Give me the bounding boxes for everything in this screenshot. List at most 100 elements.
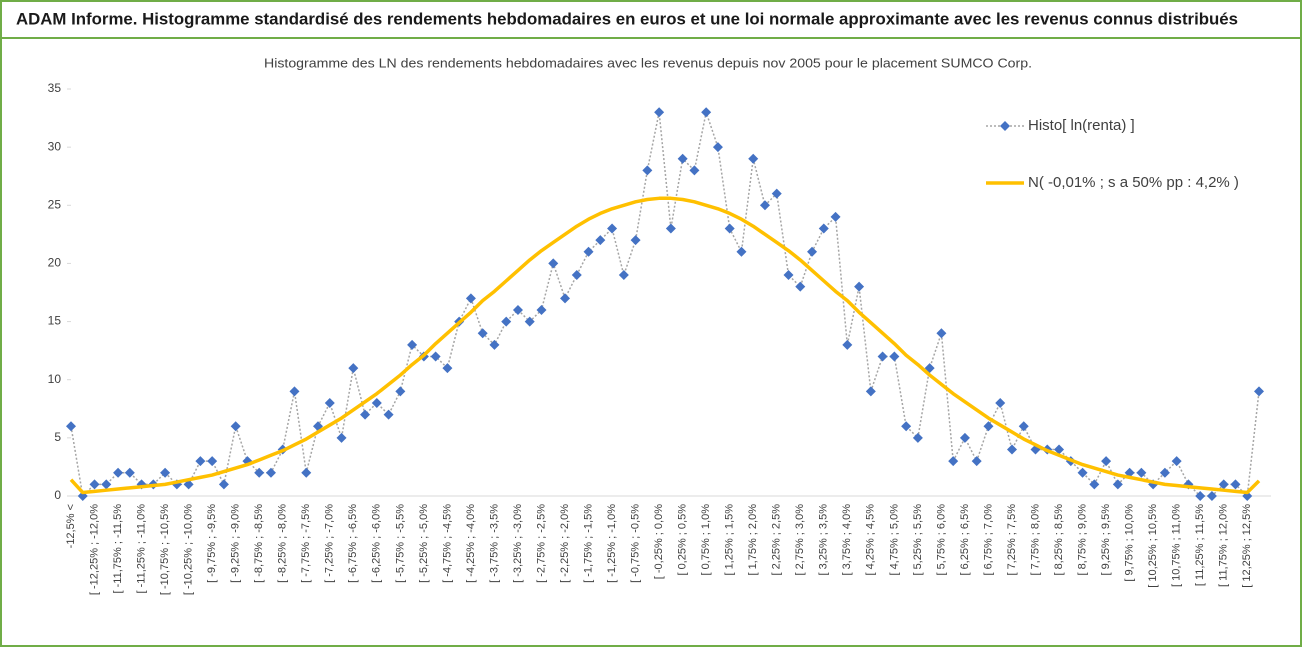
point [512, 304, 523, 315]
x-tick-label: [ 7,75% ; 8,0% [1029, 504, 1041, 576]
x-tick-label: [ -2,75% ; -2,5% [535, 504, 547, 583]
point [995, 397, 1006, 408]
point [407, 339, 418, 350]
x-tick-label: [ 10,75% ; 11,0% [1171, 504, 1183, 587]
point [654, 107, 665, 118]
point [971, 456, 982, 467]
x-tick-label: [ -1,25% ; -1,0% [606, 504, 618, 583]
x-tick-label: [ 6,75% ; 7,0% [982, 504, 994, 576]
x-tick-label: [ -2,25% ; -2,0% [559, 504, 571, 583]
point [160, 467, 171, 478]
legend-box [962, 95, 1292, 207]
point [877, 351, 888, 362]
point [701, 107, 712, 118]
legend-label: N( -0,01% ; s a 50% pp : 4,2% ) [1028, 174, 1239, 191]
point [948, 456, 959, 467]
point [348, 363, 359, 374]
point [783, 270, 794, 281]
point [830, 211, 841, 222]
point [254, 467, 265, 478]
point [583, 246, 594, 257]
point [371, 397, 382, 408]
chart-title: Histogramme des LN des rendements hebdom… [264, 55, 1032, 70]
x-tick-label: [ -3,75% ; -3,5% [488, 504, 500, 583]
x-tick-label: -12,5% < [65, 504, 77, 548]
series-line [69, 196, 1261, 495]
x-tick-label: [ -6,25% ; -6,0% [371, 504, 383, 583]
x-tick-label: [ -7,25% ; -7,0% [324, 504, 336, 583]
x-tick-label: [ 9,25% ; 9,5% [1100, 504, 1112, 576]
x-tick-label: [ 0,25% ; 0,5% [677, 504, 689, 576]
point [1159, 467, 1170, 478]
x-tick-label: [ -6,75% ; -6,5% [347, 504, 359, 583]
y-tick-label: 15 [48, 314, 62, 328]
point [230, 421, 241, 432]
point [807, 246, 818, 257]
point [301, 467, 312, 478]
point [395, 386, 406, 397]
point [1230, 479, 1241, 490]
x-tick-label: [ 5,25% ; 5,5% [912, 504, 924, 576]
y-tick-label: 35 [48, 81, 62, 95]
x-tick-label: [ -11,25% ; -11,0% [135, 504, 147, 594]
x-tick-label: [ -10,25% ; -10,0% [183, 504, 195, 595]
y-tick-label: 0 [54, 488, 61, 502]
point [1077, 467, 1088, 478]
point [571, 270, 582, 281]
point [113, 467, 124, 478]
x-tick-label: [ 3,25% ; 3,5% [818, 504, 830, 576]
y-tick-label: 25 [48, 197, 62, 211]
x-tick-label: [ -3,25% ; -3,0% [512, 504, 524, 583]
point [795, 281, 806, 292]
point [1195, 491, 1206, 501]
point [595, 235, 606, 246]
point [818, 223, 829, 234]
x-tick-label: [ -7,75% ; -7,5% [300, 504, 312, 583]
point [195, 456, 206, 467]
x-tick-label: [ 11,25% ; 11,5% [1194, 504, 1206, 586]
point [442, 363, 453, 374]
x-tick-label: [ -8,25% ; -8,0% [277, 504, 289, 583]
x-tick-label: [ -5,75% ; -5,5% [394, 504, 406, 583]
point [477, 328, 488, 339]
point [842, 339, 853, 350]
point [630, 235, 641, 246]
point [265, 467, 276, 478]
x-tick-label: [ -0,25% ; 0,0% [653, 504, 665, 579]
legend-label: Histo[ ln(renta) ] [1028, 117, 1135, 134]
y-tick-label: 10 [48, 372, 62, 386]
x-tick-label: [ 8,25% ; 8,5% [1053, 504, 1065, 576]
x-tick-label: [ -9,75% ; -9,5% [206, 504, 218, 583]
point [759, 200, 770, 211]
point [1136, 467, 1147, 478]
x-tick-label: [ -12,25% ; -12,0% [88, 504, 100, 595]
x-tick-label: [ 8,75% ; 9,0% [1076, 504, 1088, 576]
x-tick-label: [ 6,25% ; 6,5% [959, 504, 971, 576]
x-tick-label: [ 7,25% ; 7,5% [1006, 504, 1018, 576]
point [901, 421, 912, 432]
x-tick-label: [ 4,25% ; 4,5% [865, 504, 877, 576]
point [665, 223, 676, 234]
x-tick-label: [ 12,25% ; 12,5% [1241, 504, 1253, 588]
point [524, 316, 535, 327]
point [1089, 479, 1100, 490]
point [536, 304, 547, 315]
point [912, 432, 923, 443]
point [1171, 456, 1182, 467]
point [66, 421, 76, 432]
point [548, 258, 559, 269]
x-tick-label: [ -8,75% ; -8,5% [253, 504, 265, 583]
point [712, 142, 723, 153]
x-tick-label: [ 3,75% ; 4,0% [841, 504, 853, 576]
point [959, 432, 970, 443]
point [1218, 479, 1229, 490]
point [430, 351, 441, 362]
point [89, 479, 100, 490]
y-tick-label: 20 [48, 256, 62, 270]
point [854, 281, 865, 292]
y-tick-label: 30 [48, 139, 62, 153]
point [724, 223, 735, 234]
point [1206, 491, 1217, 501]
point [736, 246, 747, 257]
